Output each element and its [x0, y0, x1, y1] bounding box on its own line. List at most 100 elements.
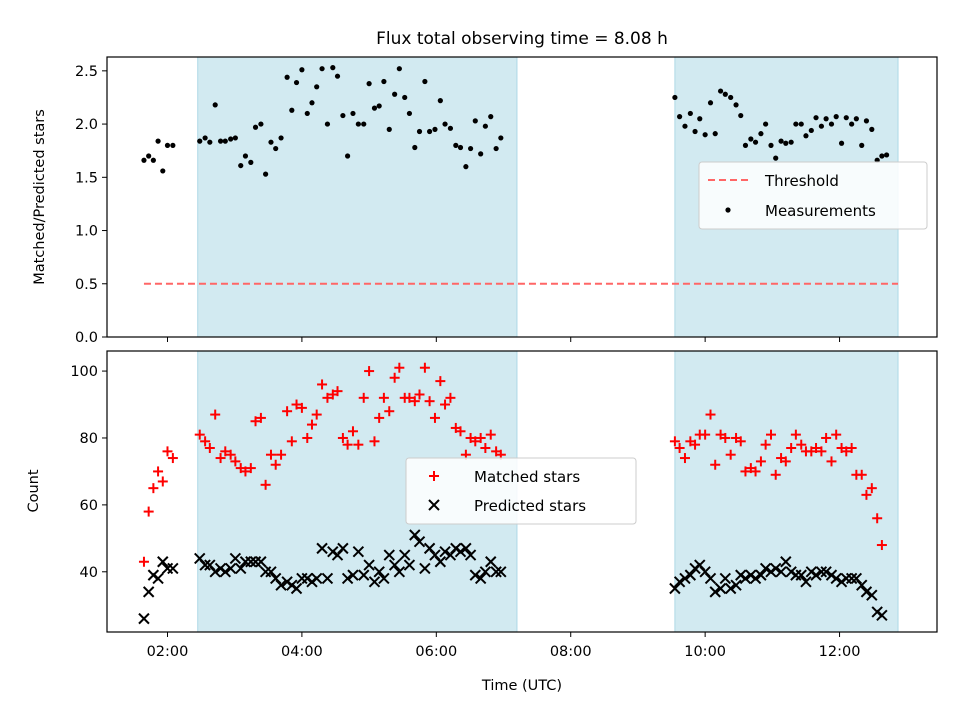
measurement-point [773, 155, 779, 161]
y-tick-label: 100 [70, 364, 98, 380]
measurement-point [222, 138, 228, 144]
matched-star-marker [302, 432, 313, 443]
predicted-star-marker [755, 569, 767, 581]
predicted-star-marker [199, 559, 211, 571]
measurement-point [818, 123, 825, 129]
matched-star-marker [811, 443, 822, 454]
top-legend: Threshold Measurements [698, 161, 928, 230]
matched-star-marker [353, 439, 364, 450]
matched-star-marker [872, 513, 883, 524]
matched-star-marker [440, 399, 451, 410]
measurement-point [141, 157, 147, 163]
measurement-point [252, 124, 259, 130]
matched-star-marker [220, 446, 231, 457]
measurement-point [463, 164, 469, 170]
predicted-star-marker [876, 609, 888, 621]
predicted-star-marker [265, 566, 277, 578]
predicted-star-marker [358, 569, 370, 581]
matched-star-marker [735, 436, 746, 447]
matched-star-marker [424, 396, 435, 407]
matched-star-marker [710, 459, 721, 470]
matched-star-marker [167, 453, 178, 464]
matched-star-marker [846, 443, 857, 454]
x-tick-label: 06:00 [415, 644, 457, 660]
matched-star-marker [157, 476, 168, 487]
predicted-star-marker [845, 572, 858, 585]
predicted-star-marker [490, 566, 502, 578]
measurement-point [406, 110, 413, 117]
measurement-point [396, 66, 402, 72]
measurement-point [273, 145, 279, 152]
predicted-star-marker [152, 572, 164, 585]
predicted-star-marker [388, 559, 401, 571]
top-ylabel: Matched/Predicted stars [32, 109, 48, 285]
measurement-point [350, 110, 356, 117]
predicted-star-marker [157, 556, 169, 568]
measurement-point [823, 116, 829, 122]
predicted-star-marker [399, 549, 411, 561]
matched-star-marker [369, 436, 380, 447]
measurement-point [453, 142, 459, 148]
measurement-point [170, 142, 176, 148]
measurement-point [146, 153, 152, 159]
matched-star-marker [766, 429, 776, 440]
matched-star-marker [378, 392, 389, 403]
matched-star-marker [720, 432, 731, 443]
measurement-point [697, 116, 703, 122]
matched-star-marker [861, 489, 872, 500]
matched-star-marker [358, 392, 369, 403]
matched-star-marker [153, 466, 164, 477]
matched-star-marker [194, 429, 205, 440]
matched-star-marker [138, 556, 149, 567]
matched-star-marker [780, 456, 791, 467]
matched-star-marker [826, 456, 837, 467]
y-tick-label: 40 [80, 565, 98, 581]
measurement-point [202, 135, 208, 141]
measurement-point [293, 79, 300, 86]
measurement-point [232, 135, 238, 141]
measurement-point [748, 136, 754, 142]
predicted-star-marker [719, 572, 732, 585]
x-tick-label: 02:00 [147, 644, 189, 660]
matched-star-marker [475, 432, 486, 443]
matched-star-marker [786, 443, 797, 454]
x-tick-label: 04:00 [281, 644, 323, 660]
matched-star-marker [245, 463, 256, 474]
predicted-star-marker [363, 559, 375, 571]
predicted-star-marker [460, 542, 472, 555]
measurement-point [432, 126, 438, 132]
matched-star-marker [270, 459, 281, 470]
predicted-star-marker [495, 566, 507, 578]
predicted-star-marker [209, 566, 221, 578]
measurement-point [381, 78, 387, 85]
matched-star-marker [162, 446, 173, 457]
matched-star-marker [389, 372, 400, 383]
measurement-point [722, 91, 728, 97]
predicted-star-marker [235, 562, 247, 575]
matched-star-marker [755, 456, 766, 467]
chart-title: Flux total observing time = 8.08 h [376, 29, 668, 49]
top-panel: 0.0 0.5 1.0 1.5 2.0 2.5 Matched/Predicted sta… [32, 56, 938, 346]
matched-star-marker [342, 439, 353, 450]
predicted-star-marker [321, 572, 334, 585]
measurement-point [712, 131, 718, 137]
measurement-point [242, 153, 249, 159]
matched-star-marker [455, 426, 466, 437]
matched-star-marker [669, 436, 680, 447]
measurement-point [361, 121, 367, 127]
predicted-star-marker [383, 549, 395, 561]
matched-star-marker [276, 449, 287, 460]
measurement-point [488, 114, 494, 120]
measurement-point [798, 121, 804, 127]
predicted-star-marker [316, 542, 328, 555]
measurement-point [849, 121, 855, 127]
predicted-star-marker [709, 586, 721, 598]
matched-star-marker [337, 432, 348, 443]
measurement-point [155, 138, 161, 144]
matched-star-marker [876, 540, 887, 551]
measurement-point [833, 114, 839, 120]
matched-star-marker [480, 443, 491, 454]
measurement-point [324, 121, 331, 127]
predicted-star-marker [224, 562, 237, 575]
matched-star-marker [265, 449, 276, 460]
